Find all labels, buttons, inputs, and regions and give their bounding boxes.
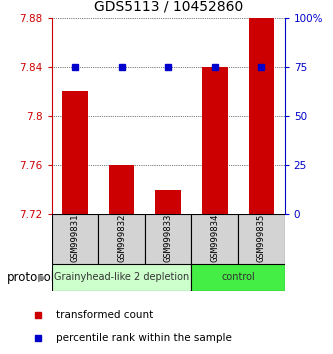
Text: GSM999833: GSM999833 bbox=[164, 214, 173, 262]
Text: GSM999832: GSM999832 bbox=[117, 214, 126, 262]
Text: GSM999835: GSM999835 bbox=[257, 214, 266, 262]
Text: control: control bbox=[221, 272, 255, 282]
Bar bbox=[155, 190, 181, 214]
Bar bbox=[145, 214, 191, 264]
Bar bbox=[52, 214, 98, 264]
Bar bbox=[238, 214, 285, 264]
Bar bbox=[191, 214, 238, 264]
Text: GSM999834: GSM999834 bbox=[210, 214, 219, 262]
Text: percentile rank within the sample: percentile rank within the sample bbox=[56, 332, 232, 343]
Bar bbox=[191, 264, 285, 291]
Bar bbox=[248, 15, 274, 214]
Text: Grainyhead-like 2 depletion: Grainyhead-like 2 depletion bbox=[54, 272, 189, 282]
Bar bbox=[98, 214, 145, 264]
Text: ▶: ▶ bbox=[38, 273, 47, 283]
Text: GSM999831: GSM999831 bbox=[70, 214, 80, 262]
Text: protocol: protocol bbox=[7, 272, 55, 284]
Bar bbox=[52, 264, 191, 291]
Bar bbox=[202, 67, 227, 214]
Bar bbox=[62, 91, 88, 214]
Text: transformed count: transformed count bbox=[56, 309, 153, 320]
Title: GDS5113 / 10452860: GDS5113 / 10452860 bbox=[94, 0, 243, 14]
Bar bbox=[109, 165, 134, 214]
